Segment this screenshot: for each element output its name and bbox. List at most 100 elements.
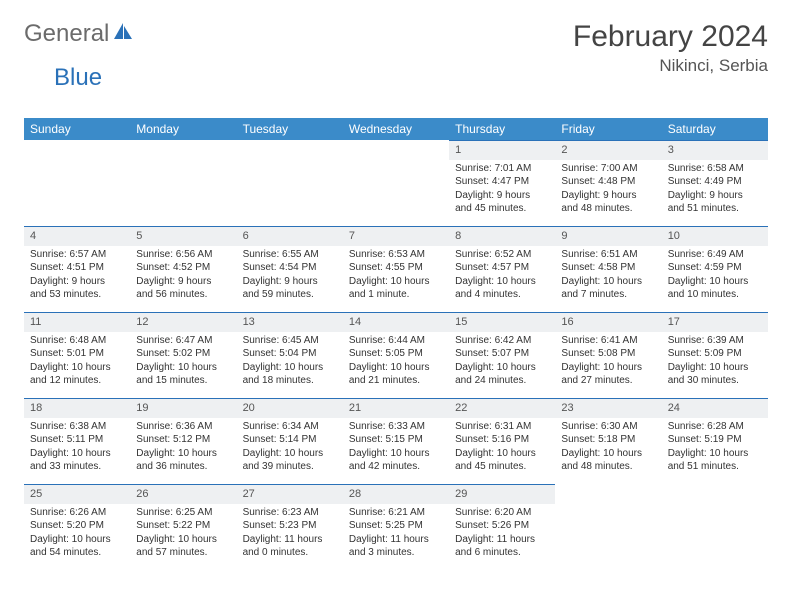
day-body: Sunrise: 6:33 AMSunset: 5:15 PMDaylight:… xyxy=(343,418,449,478)
sunrise-line: Sunrise: 6:30 AM xyxy=(561,421,637,432)
sunrise-line: Sunrise: 6:58 AM xyxy=(668,163,744,174)
daylight-line: Daylight: 10 hours and 15 minutes. xyxy=(136,362,217,387)
calendar-day-cell: 17Sunrise: 6:39 AMSunset: 5:09 PMDayligh… xyxy=(662,312,768,398)
day-body: Sunrise: 6:47 AM Sunset: 5:02 PM Daylight:… xyxy=(130,332,236,392)
day-body: Sunrise: 6:36 AMSunset: 5:12 PMDaylight:… xyxy=(130,418,236,478)
calendar-day-cell: 6Sunrise: 6:55 AMSunset: 4:54 PMDaylight… xyxy=(237,226,343,312)
daylight-line: Daylight: 10 hours and 48 minutes. xyxy=(561,448,642,473)
day-body: Sunrise: 6:49 AMSunset: 4:59 PMDaylight:… xyxy=(662,246,768,306)
sunset-line: Sunset: 5:20 PM xyxy=(30,520,104,531)
sunrise-line: Sunrise: 6:39 AM xyxy=(668,335,744,346)
logo-text-1: General xyxy=(24,20,109,48)
day-number: 26 xyxy=(130,484,236,504)
sunrise-line: Sunrise: 6:28 AM xyxy=(668,421,744,432)
sunset-line: Sunset: 5:02 PM xyxy=(136,348,210,359)
day-header: Saturday xyxy=(662,118,768,140)
day-number: 15 xyxy=(449,312,555,332)
day-number: 19 xyxy=(130,398,236,418)
daylight-line: Daylight: 9 hours and 53 minutes. xyxy=(30,276,105,301)
daylight-line: Daylight: 10 hours and 36 minutes. xyxy=(136,448,217,473)
day-body: Sunrise: 6:57 AMSunset: 4:51 PMDaylight:… xyxy=(24,246,130,306)
day-body: Sunrise: 6:56 AMSunset: 4:52 PMDaylight:… xyxy=(130,246,236,306)
day-body: Sunrise: 6:20 AMSunset: 5:26 PMDaylight:… xyxy=(449,504,555,564)
logo-text-2: Blue xyxy=(54,64,792,92)
calendar-day-cell: 19Sunrise: 6:36 AMSunset: 5:12 PMDayligh… xyxy=(130,398,236,484)
calendar-day-cell: 18Sunrise: 6:38 AMSunset: 5:11 PMDayligh… xyxy=(24,398,130,484)
sunset-line: Sunset: 5:14 PM xyxy=(243,434,317,445)
day-number: 14 xyxy=(343,312,449,332)
sunrise-line: Sunrise: 7:00 AM xyxy=(561,163,637,174)
day-number: 6 xyxy=(237,226,343,246)
daylight-line: Daylight: 9 hours and 45 minutes. xyxy=(455,190,530,215)
daylight-line: Daylight: 9 hours and 59 minutes. xyxy=(243,276,318,301)
day-number: 9 xyxy=(555,226,661,246)
sunset-line: Sunset: 5:08 PM xyxy=(561,348,635,359)
calendar-week-row: 11Sunrise: 6:48 AMSunset: 5:01 PMDayligh… xyxy=(24,312,768,398)
sunset-line: Sunset: 5:09 PM xyxy=(668,348,742,359)
day-number: 21 xyxy=(343,398,449,418)
day-body: Sunrise: 6:38 AMSunset: 5:11 PMDaylight:… xyxy=(24,418,130,478)
day-number: 13 xyxy=(237,312,343,332)
daylight-line: Daylight: 10 hours and 42 minutes. xyxy=(349,448,430,473)
sunset-line: Sunset: 5:22 PM xyxy=(136,520,210,531)
sunrise-line: Sunrise: 6:25 AM xyxy=(136,507,212,518)
calendar-week-row: 18Sunrise: 6:38 AMSunset: 5:11 PMDayligh… xyxy=(24,398,768,484)
calendar-day-cell: 25Sunrise: 6:26 AMSunset: 5:20 PMDayligh… xyxy=(24,484,130,570)
day-header: Monday xyxy=(130,118,236,140)
daylight-line: Daylight: 10 hours and 18 minutes. xyxy=(243,362,324,387)
calendar-day-cell: 1Sunrise: 7:01 AMSunset: 4:47 PMDaylight… xyxy=(449,140,555,226)
day-header: Friday xyxy=(555,118,661,140)
day-body: Sunrise: 6:34 AMSunset: 5:14 PMDaylight:… xyxy=(237,418,343,478)
sunrise-line: Sunrise: 6:31 AM xyxy=(455,421,531,432)
daylight-line: Daylight: 10 hours and 24 minutes. xyxy=(455,362,536,387)
calendar-day-cell xyxy=(343,140,449,226)
calendar-table: SundayMondayTuesdayWednesdayThursdayFrid… xyxy=(24,118,768,570)
day-body: Sunrise: 6:41 AMSunset: 5:08 PMDaylight:… xyxy=(555,332,661,392)
calendar-day-cell: 3Sunrise: 6:58 AMSunset: 4:49 PMDaylight… xyxy=(662,140,768,226)
day-body: Sunrise: 6:39 AMSunset: 5:09 PMDaylight:… xyxy=(662,332,768,392)
sunset-line: Sunset: 4:47 PM xyxy=(455,176,529,187)
daylight-line: Daylight: 10 hours and 10 minutes. xyxy=(668,276,749,301)
day-body: Sunrise: 6:52 AMSunset: 4:57 PMDaylight:… xyxy=(449,246,555,306)
day-body: Sunrise: 7:01 AMSunset: 4:47 PMDaylight:… xyxy=(449,160,555,220)
sunrise-line: Sunrise: 6:47 AM xyxy=(136,335,212,346)
sunset-line: Sunset: 5:11 PM xyxy=(30,434,103,445)
sunset-line: Sunset: 5:25 PM xyxy=(349,520,423,531)
sunset-line: Sunset: 4:55 PM xyxy=(349,262,423,273)
day-number: 7 xyxy=(343,226,449,246)
day-header: Wednesday xyxy=(343,118,449,140)
day-number: 18 xyxy=(24,398,130,418)
day-body: Sunrise: 6:55 AMSunset: 4:54 PMDaylight:… xyxy=(237,246,343,306)
sunrise-line: Sunrise: 6:44 AM xyxy=(349,335,425,346)
calendar-day-cell xyxy=(130,140,236,226)
day-header: Tuesday xyxy=(237,118,343,140)
daylight-line: Daylight: 10 hours and 51 minutes. xyxy=(668,448,749,473)
day-number: 17 xyxy=(662,312,768,332)
daylight-line: Daylight: 11 hours and 3 minutes. xyxy=(349,534,429,559)
calendar-day-cell: 20Sunrise: 6:34 AMSunset: 5:14 PMDayligh… xyxy=(237,398,343,484)
sunset-line: Sunset: 4:57 PM xyxy=(455,262,529,273)
page-title: February 2024 xyxy=(573,20,768,54)
sunset-line: Sunset: 4:51 PM xyxy=(30,262,104,273)
sunrise-line: Sunrise: 6:36 AM xyxy=(136,421,212,432)
day-number: 12 xyxy=(130,312,236,332)
sunrise-line: Sunrise: 6:41 AM xyxy=(561,335,637,346)
sunset-line: Sunset: 5:01 PM xyxy=(30,348,104,359)
day-number: 8 xyxy=(449,226,555,246)
calendar-day-cell: 22Sunrise: 6:31 AMSunset: 5:16 PMDayligh… xyxy=(449,398,555,484)
day-number: 10 xyxy=(662,226,768,246)
calendar-day-cell: 9Sunrise: 6:51 AMSunset: 4:58 PMDaylight… xyxy=(555,226,661,312)
calendar-day-cell: 21Sunrise: 6:33 AMSunset: 5:15 PMDayligh… xyxy=(343,398,449,484)
sunrise-line: Sunrise: 6:20 AM xyxy=(455,507,531,518)
logo: General xyxy=(24,20,133,48)
calendar-day-cell xyxy=(24,140,130,226)
day-number: 3 xyxy=(662,140,768,160)
day-body: Sunrise: 6:23 AMSunset: 5:23 PMDaylight:… xyxy=(237,504,343,564)
sunrise-line: Sunrise: 6:49 AM xyxy=(668,249,744,260)
sunset-line: Sunset: 5:04 PM xyxy=(243,348,317,359)
day-body: Sunrise: 6:30 AMSunset: 5:18 PMDaylight:… xyxy=(555,418,661,478)
calendar-day-cell: 14Sunrise: 6:44 AMSunset: 5:05 PMDayligh… xyxy=(343,312,449,398)
calendar-day-cell: 23Sunrise: 6:30 AMSunset: 5:18 PMDayligh… xyxy=(555,398,661,484)
sunrise-line: Sunrise: 6:52 AM xyxy=(455,249,531,260)
day-header: Thursday xyxy=(449,118,555,140)
